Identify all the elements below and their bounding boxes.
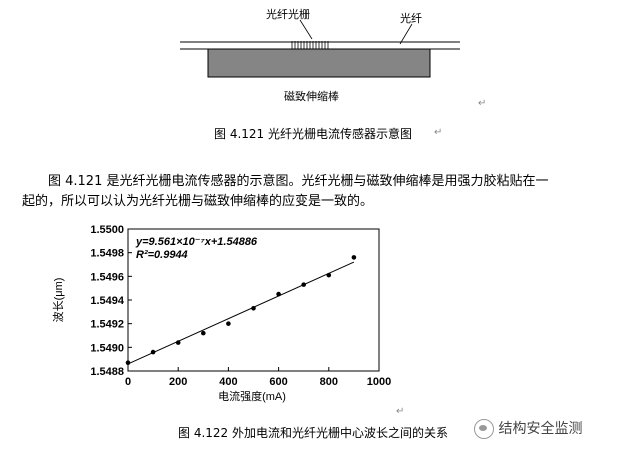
wechat-icon xyxy=(474,419,494,439)
data-point xyxy=(175,340,181,345)
chart-y-axis-label: 波长(μm) xyxy=(52,278,65,323)
data-point xyxy=(351,255,357,260)
data-point xyxy=(301,282,307,287)
chart-x-axis-label: 电流强度(mA) xyxy=(218,389,286,403)
figure-caption-4-121: 图 4.121 光纤光栅电流传感器示意图 xyxy=(214,127,412,141)
fiber-leader-line xyxy=(399,23,413,45)
data-point xyxy=(276,291,281,297)
chart-r-squared: R²=0.9944 xyxy=(136,249,188,261)
diagram-label-fiber: 光纤 xyxy=(400,12,422,25)
watermark-text: 结构安全监测 xyxy=(498,421,583,437)
fit-line xyxy=(127,261,355,365)
data-point xyxy=(201,330,206,336)
magnetostrictive-rod xyxy=(207,48,431,78)
x-tick-label: 400 xyxy=(219,376,237,388)
x-tick-label: 800 xyxy=(320,376,338,388)
chart-equation: y=9.561×10⁻⁷x+1.54886 xyxy=(135,236,258,248)
paragraph-line-2: 起的，所以可以认为光纤光栅与磁致伸缩棒的应变是一致的。 xyxy=(22,194,374,209)
y-tick-label: 1.5496 xyxy=(90,271,124,283)
grating-leader-line xyxy=(299,19,313,40)
y-tick-label: 1.5488 xyxy=(90,366,124,378)
watermark: 结构安全监测 xyxy=(474,418,582,439)
paragraph-line-1: 图 4.121 是光纤光栅电流传感器的示意图。光纤光栅与磁致伸缩棒是用强力胶粘贴… xyxy=(48,174,549,189)
x-tick-label: 1000 xyxy=(367,376,391,388)
data-point xyxy=(251,305,256,311)
figure-caption-4-122: 图 4.122 外加电流和光纤光栅中心波长之间的关系 xyxy=(178,426,448,440)
data-point xyxy=(226,321,231,326)
y-tick-label: 1.5498 xyxy=(90,248,124,260)
data-point xyxy=(150,349,156,355)
sensor-diagram xyxy=(180,19,460,78)
diagram-label-rod: 磁致伸缩棒 xyxy=(284,90,339,103)
x-tick-label: 200 xyxy=(169,376,187,388)
paragraph-mark: ↵ xyxy=(478,98,487,109)
x-tick-label: 600 xyxy=(269,376,287,388)
y-tick-label: 1.5494 xyxy=(90,295,125,307)
y-tick-label: 1.5500 xyxy=(90,224,124,236)
data-point xyxy=(326,272,332,278)
data-point xyxy=(125,360,131,366)
body-paragraph: 图 4.121 是光纤光栅电流传感器的示意图。光纤光栅与磁致伸缩棒是用强力胶粘贴… xyxy=(22,172,634,212)
paragraph-mark: ↵ xyxy=(396,406,405,417)
y-tick-label: 1.5492 xyxy=(90,319,124,331)
x-tick-label: 0 xyxy=(125,376,131,388)
paragraph-mark: ↵ xyxy=(434,127,443,138)
y-tick-label: 1.5490 xyxy=(90,342,124,354)
diagram-label-grating: 光纤光栅 xyxy=(266,8,310,21)
